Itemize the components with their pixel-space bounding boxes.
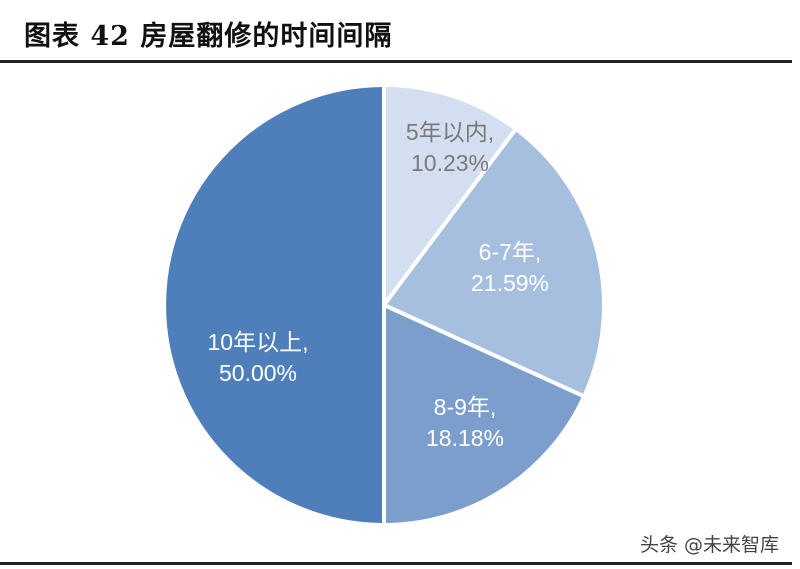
pie-slice: [382, 301, 587, 528]
slice-value-label: 50.00%: [219, 360, 297, 386]
slice-value-label: 21.59%: [471, 270, 549, 296]
slice-category-label: 8-9年,: [434, 394, 497, 420]
bottom-divider: [0, 562, 792, 565]
pie-slice: [162, 82, 386, 528]
slice-value-label: 10.23%: [411, 150, 489, 176]
slice-category-label: 5年以内,: [406, 119, 494, 145]
slice-category-label: 6-7年,: [479, 239, 542, 265]
title-divider: [0, 60, 792, 63]
slice-value-label: 18.18%: [426, 425, 504, 451]
chart-title: 图表 42 房屋翻修的时间间隔: [24, 21, 393, 52]
pie-labels: 5年以内, 10.23% 6-7年, 21.59% 8-9年, 18.18% 10年以上, 5…: [208, 119, 550, 451]
slice-category-label: 10年以上,: [208, 329, 309, 355]
pie-slice: [382, 82, 519, 312]
source-watermark: 头条 @未来智库: [640, 534, 780, 556]
pie-slices: [162, 82, 606, 528]
